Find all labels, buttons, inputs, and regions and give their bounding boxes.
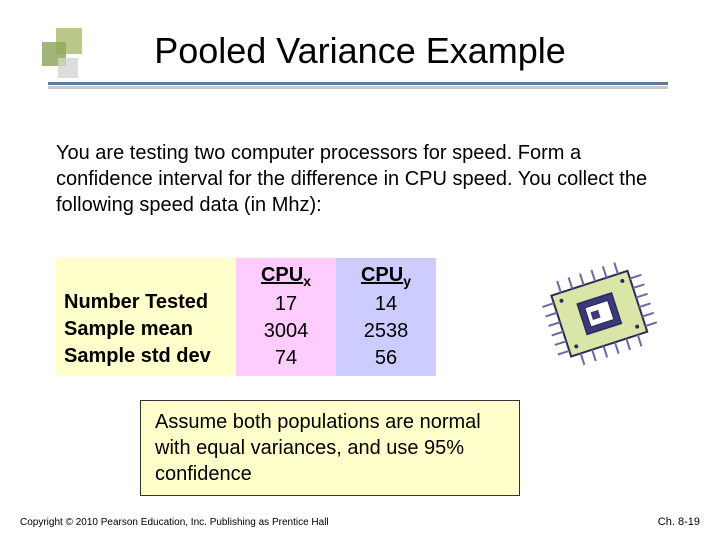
table-col-cpuy: CPUy 14 2538 56 xyxy=(336,258,436,376)
slide-title: Pooled Variance Example xyxy=(154,30,566,72)
cell: 14 xyxy=(344,291,428,318)
table-col-cpux: CPUx 17 3004 74 xyxy=(236,258,336,376)
col-header-cpuy: CPUy xyxy=(344,262,428,291)
cell: 74 xyxy=(244,345,328,372)
assumption-note: Assume both populations are normal with … xyxy=(140,400,520,496)
row-label: Sample std dev xyxy=(64,343,228,370)
row-label: Number Tested xyxy=(64,289,228,316)
row-label: Sample mean xyxy=(64,316,228,343)
page-number: Ch. 8-19 xyxy=(658,516,700,528)
data-table: . Number Tested Sample mean Sample std d… xyxy=(56,258,436,376)
col-header-cpux: CPUx xyxy=(244,262,328,291)
title-underline xyxy=(48,82,668,85)
cell: 2538 xyxy=(344,318,428,345)
copyright-footer: Copyright © 2010 Pearson Education, Inc.… xyxy=(20,517,329,528)
cell: 3004 xyxy=(244,318,328,345)
cell: 17 xyxy=(244,291,328,318)
cell: 56 xyxy=(344,345,428,372)
body-paragraph: You are testing two computer processors … xyxy=(56,140,656,218)
processor-clipart-icon xyxy=(530,260,680,370)
table-row-labels: . Number Tested Sample mean Sample std d… xyxy=(56,258,236,376)
